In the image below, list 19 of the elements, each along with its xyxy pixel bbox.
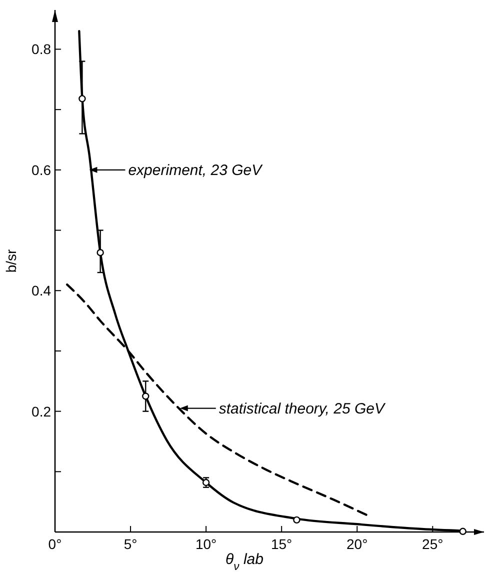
y-tick-label: 0.8: [32, 41, 52, 58]
annotation: statistical theory, 25 GeV: [218, 400, 386, 418]
point: [293, 516, 300, 524]
x-tick-label: 20°: [346, 536, 368, 552]
point: [142, 392, 150, 400]
x-axis-title: θ$_{ν}$ lab: [226, 551, 264, 573]
y-tick-label: 0.4: [32, 282, 52, 299]
point: [459, 528, 466, 535]
point: [78, 95, 86, 102]
y-axis-title: b/sr: [3, 248, 19, 273]
x-tick-label: 10°: [195, 536, 217, 552]
x-tick-label: 5°: [124, 536, 138, 552]
x-tick-label: 15°: [271, 536, 292, 552]
y-tick-label: 0.6: [32, 162, 52, 178]
y-tick-label: 0.2: [32, 403, 52, 420]
x-tick-label: 25°: [422, 536, 444, 552]
point: [96, 248, 104, 256]
x-tick-label: 0°: [48, 536, 62, 552]
annotation: experiment, 23 GeV: [128, 162, 264, 179]
